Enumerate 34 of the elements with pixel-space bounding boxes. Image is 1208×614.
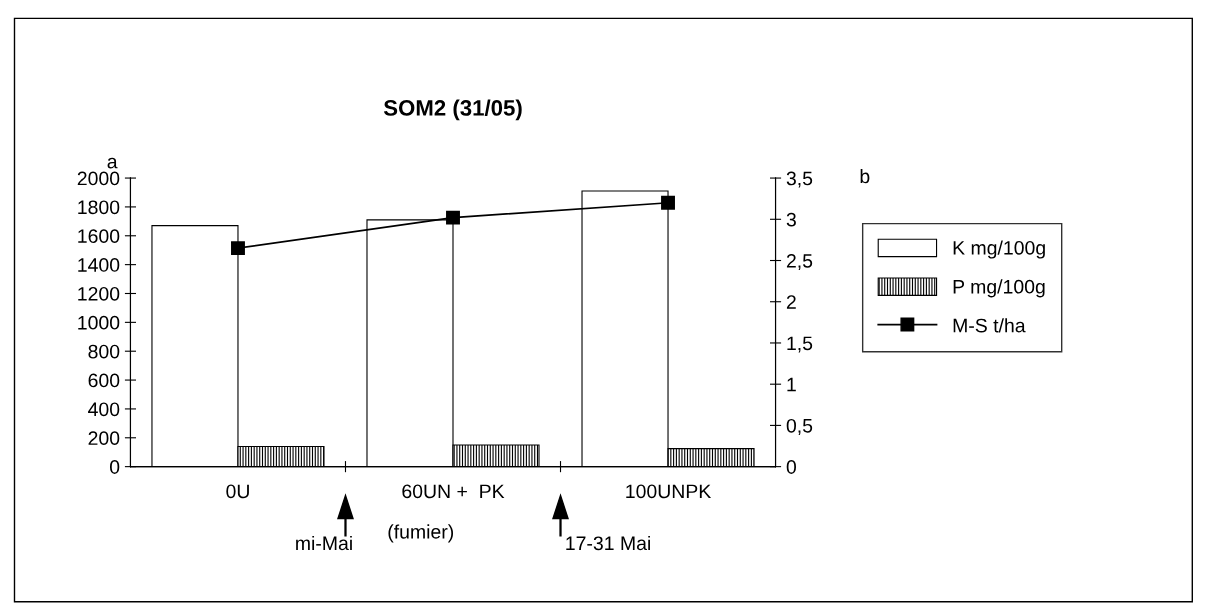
legend-label: P mg/100g <box>953 279 1045 298</box>
x-tick-label: 100UNPK <box>626 484 712 499</box>
point <box>446 210 460 225</box>
legend-label: M-S t/ha <box>953 318 1026 333</box>
legend-label: K mg/100g <box>953 240 1045 259</box>
chart-title: SOM2 (31/05) <box>383 99 522 121</box>
point <box>231 241 245 256</box>
y2-tick-label: 0,5 <box>786 418 813 435</box>
y-tick-label: 1000 <box>78 315 120 330</box>
y2-tick-label: 1,5 <box>787 336 813 353</box>
y2-tick-label: 2,5 <box>786 253 813 271</box>
y-tick-label: 1800 <box>78 200 120 215</box>
y-tick-label: 2000 <box>77 171 120 186</box>
y-tick-label: 1600 <box>78 229 120 244</box>
y-tick-label: 800 <box>88 344 120 359</box>
text: b <box>860 169 870 184</box>
y2-tick-label: 1 <box>787 377 796 392</box>
y2-tick-label: 2 <box>786 295 796 309</box>
x-tick-label: 0U <box>226 484 249 499</box>
y-tick-label: 400 <box>88 402 120 417</box>
y-tick-label: 200 <box>88 431 120 446</box>
y-tick-label: 1200 <box>78 286 120 301</box>
text: 17-31 Mai <box>566 535 650 551</box>
y2-tick-label: 3,5 <box>786 171 813 188</box>
y2-tick-label: 0 <box>786 460 797 474</box>
x-tick-label: 60UN + PK <box>402 484 505 499</box>
y-tick-label: 0 <box>109 460 120 474</box>
text: (fumier) <box>388 524 454 543</box>
text: a <box>107 157 118 169</box>
y2-tick-label: 3 <box>786 212 796 227</box>
y-tick-label: 1400 <box>78 258 120 272</box>
text: mi-Mai <box>296 535 352 551</box>
y-tick-label: 600 <box>88 373 120 388</box>
point <box>661 195 675 210</box>
